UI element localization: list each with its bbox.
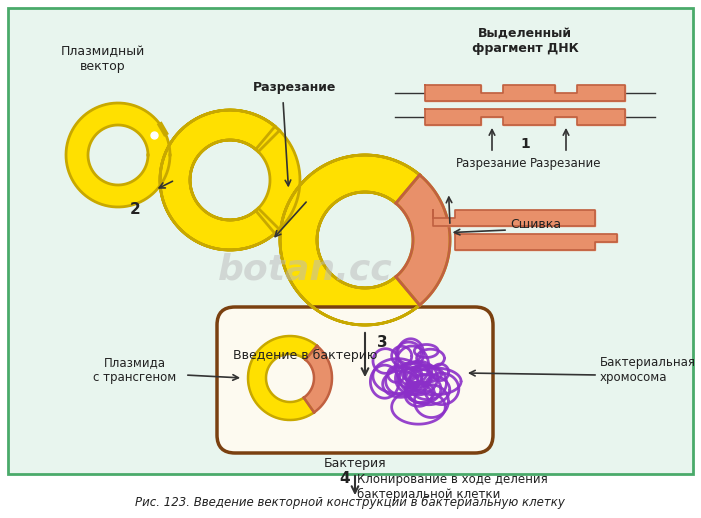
Text: Разрезание: Разрезание	[456, 157, 528, 170]
Text: Клонирование в ходе деления
бактериальной клетки: Клонирование в ходе деления бактериально…	[357, 473, 547, 501]
Polygon shape	[304, 346, 332, 412]
Text: Рис. 123. Введение векторной конструкции в бактериальную клетку: Рис. 123. Введение векторной конструкции…	[135, 495, 565, 509]
Text: Бактериальная
хромосома: Бактериальная хромосома	[600, 356, 696, 384]
Text: Плазмидный
вектор: Плазмидный вектор	[61, 45, 145, 73]
Text: Сшивка: Сшивка	[510, 219, 561, 232]
Polygon shape	[425, 85, 625, 101]
Text: Выделенный
фрагмент ДНК: Выделенный фрагмент ДНК	[472, 27, 578, 55]
Text: 4: 4	[339, 471, 350, 486]
Polygon shape	[280, 155, 450, 325]
Text: Плазмида
с трансгеном: Плазмида с трансгеном	[93, 356, 177, 384]
FancyBboxPatch shape	[8, 8, 693, 474]
Polygon shape	[455, 234, 617, 250]
Text: 2: 2	[130, 203, 140, 218]
Polygon shape	[425, 109, 625, 125]
Polygon shape	[160, 110, 280, 250]
Polygon shape	[280, 155, 420, 325]
Polygon shape	[396, 175, 450, 305]
Text: Разрезание: Разрезание	[530, 157, 601, 170]
Text: 3: 3	[377, 335, 388, 350]
Polygon shape	[66, 103, 170, 207]
FancyBboxPatch shape	[217, 307, 493, 453]
Text: 1: 1	[520, 137, 530, 151]
Text: Бактерия: Бактерия	[324, 457, 386, 470]
Polygon shape	[160, 110, 300, 250]
Text: botan.cc: botan.cc	[218, 253, 393, 287]
Text: Введение в бактерию: Введение в бактерию	[233, 349, 377, 362]
Polygon shape	[248, 336, 317, 420]
Polygon shape	[433, 210, 595, 226]
Text: Разрезание: Разрезание	[253, 81, 336, 94]
